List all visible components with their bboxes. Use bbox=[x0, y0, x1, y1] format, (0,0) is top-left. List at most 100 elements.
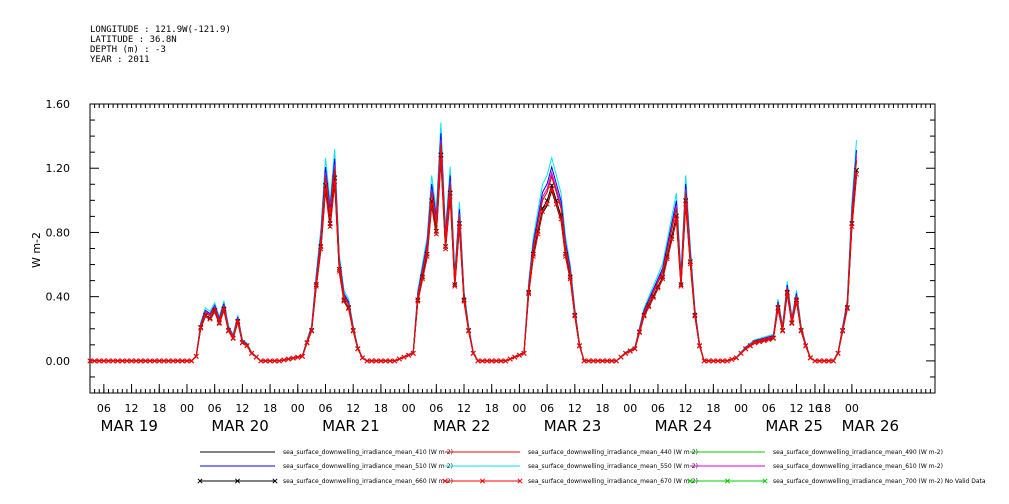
series-marker-7 bbox=[817, 358, 823, 364]
series-marker-7 bbox=[479, 358, 486, 364]
series-marker-7 bbox=[410, 350, 416, 356]
series-marker-7 bbox=[216, 321, 222, 327]
series-marker-7 bbox=[563, 253, 569, 259]
x-hour-label: 18 bbox=[485, 402, 499, 415]
series-marker-7 bbox=[775, 306, 781, 312]
y-tick-label: 0.40 bbox=[46, 291, 71, 304]
series-marker-7 bbox=[623, 350, 629, 356]
series-marker-7 bbox=[267, 358, 273, 364]
series-marker-7 bbox=[701, 358, 707, 364]
series-marker-7 bbox=[447, 194, 453, 200]
series-marker-7 bbox=[530, 253, 536, 259]
series-marker-7 bbox=[844, 306, 850, 312]
series-marker-7 bbox=[392, 358, 398, 364]
series-marker-7 bbox=[493, 358, 499, 364]
legend-label-0: sea_surface_downwelling_irradiance_mean_… bbox=[283, 449, 453, 456]
x-hour-label: 12 bbox=[568, 402, 582, 415]
series-marker-7 bbox=[599, 358, 606, 364]
series-marker-7 bbox=[156, 358, 162, 364]
x-day-label: MAR 26 bbox=[842, 417, 899, 435]
series-marker-7 bbox=[382, 358, 389, 364]
x-hour-label: 18 bbox=[152, 402, 166, 415]
x-hour-label: 06 bbox=[762, 402, 776, 415]
x-hour-label: 12 bbox=[346, 402, 360, 415]
series-marker-7 bbox=[225, 328, 232, 334]
x-hour-label: 00 bbox=[623, 402, 637, 415]
series-marker-7 bbox=[821, 358, 827, 364]
series-marker-7 bbox=[673, 216, 679, 222]
y-tick-label: 1.20 bbox=[46, 162, 71, 175]
series-marker-7 bbox=[170, 358, 176, 364]
legend-label-7: sea_surface_downwelling_irradiance_mean_… bbox=[528, 478, 698, 485]
series-marker-7 bbox=[835, 350, 841, 356]
series-marker-7 bbox=[692, 313, 698, 319]
series-marker-7 bbox=[406, 352, 412, 358]
header-info: LONGITUDE : 121.9W(-121.9) LATITUDE : 36… bbox=[90, 25, 231, 65]
series-marker-7 bbox=[202, 313, 208, 319]
series-marker-7 bbox=[780, 328, 786, 334]
series-marker-7 bbox=[793, 298, 800, 304]
series-marker-7 bbox=[636, 329, 643, 336]
series-marker-7 bbox=[304, 340, 310, 346]
series-marker-7 bbox=[738, 350, 744, 356]
series-marker-7 bbox=[456, 223, 462, 230]
series-marker-7 bbox=[230, 335, 236, 342]
x-hour-label: 16 bbox=[808, 402, 822, 415]
series-marker-7 bbox=[789, 321, 795, 327]
legend-marker-8 bbox=[762, 478, 768, 484]
legend-marker-6 bbox=[272, 478, 278, 484]
x-hour-label: 18 bbox=[374, 402, 388, 415]
series-marker-7 bbox=[253, 354, 259, 360]
series-marker-7 bbox=[332, 179, 338, 185]
series-line-6 bbox=[90, 154, 857, 362]
series-marker-7 bbox=[581, 358, 587, 364]
x-day-label: MAR 21 bbox=[322, 417, 379, 435]
series-marker-7 bbox=[161, 358, 167, 364]
series-marker-7 bbox=[756, 339, 763, 345]
series-marker-7 bbox=[539, 209, 546, 215]
legend-label-1: sea_surface_downwelling_irradiance_mean_… bbox=[528, 449, 698, 456]
series-marker-7 bbox=[129, 358, 135, 364]
series-marker-7 bbox=[101, 358, 107, 364]
x-hour-label: 06 bbox=[429, 402, 443, 415]
y-axis-label: W m-2 bbox=[30, 232, 43, 268]
series-marker-7 bbox=[609, 358, 615, 364]
series-marker-7 bbox=[516, 352, 522, 358]
series-marker-7 bbox=[544, 201, 550, 207]
legend-marker-7 bbox=[517, 478, 523, 484]
series-marker-7 bbox=[442, 246, 449, 252]
x-hour-label: 18 bbox=[596, 402, 610, 415]
series-marker-7 bbox=[401, 354, 407, 360]
series-marker-7 bbox=[452, 283, 458, 289]
series-marker-7 bbox=[743, 346, 749, 352]
series-marker-7 bbox=[761, 338, 767, 344]
legend-marker-6 bbox=[197, 478, 203, 484]
series-line-3 bbox=[90, 133, 857, 362]
series-marker-7 bbox=[830, 358, 836, 364]
x-hour-label: 00 bbox=[180, 402, 194, 415]
series-marker-7 bbox=[87, 358, 93, 364]
series-marker-7 bbox=[475, 358, 481, 364]
legend-marker-8 bbox=[724, 478, 731, 484]
series-marker-7 bbox=[807, 355, 813, 361]
y-tick-label: 1.60 bbox=[46, 98, 71, 111]
series-marker-7 bbox=[503, 358, 509, 364]
series-marker-7 bbox=[576, 343, 583, 349]
series-marker-7 bbox=[729, 356, 735, 362]
series-marker-7 bbox=[179, 358, 185, 364]
x-hour-label: 18 bbox=[706, 402, 720, 415]
series-marker-7 bbox=[119, 358, 125, 364]
series-marker-7 bbox=[318, 246, 324, 252]
legend-label-4: sea_surface_downwelling_irradiance_mean_… bbox=[528, 463, 698, 470]
series-marker-7 bbox=[747, 343, 753, 349]
x-hour-label: 18 bbox=[263, 402, 277, 415]
series-marker-7 bbox=[853, 171, 860, 177]
x-hour-label: 06 bbox=[318, 402, 332, 415]
series-marker-6 bbox=[549, 182, 555, 189]
series-marker-7 bbox=[359, 355, 365, 361]
x-day-label: MAR 23 bbox=[544, 417, 601, 435]
series-marker-7 bbox=[849, 223, 855, 230]
x-hour-label: 00 bbox=[734, 402, 748, 415]
series-marker-7 bbox=[165, 358, 172, 364]
